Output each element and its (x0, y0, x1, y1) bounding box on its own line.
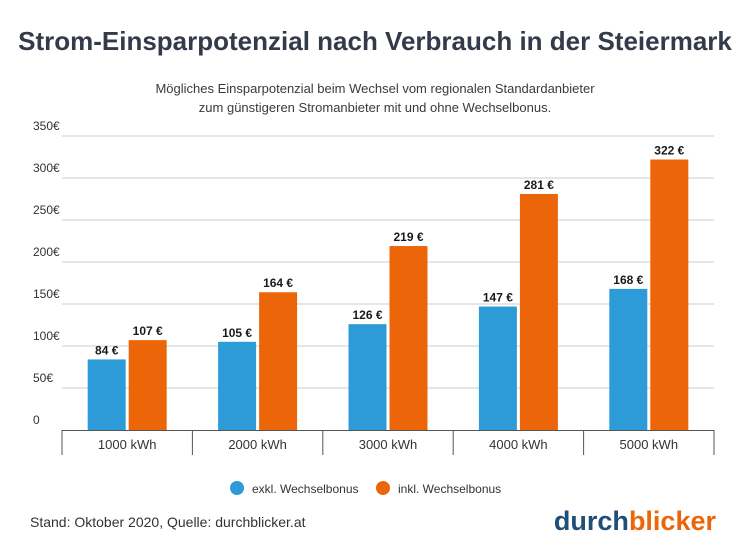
value-label: 126 € (352, 308, 382, 322)
logo-part-durch: durch (554, 506, 629, 536)
value-label: 322 € (654, 144, 684, 158)
bar-incl (128, 340, 167, 430)
value-label: 107 € (133, 324, 163, 338)
y-axis-ticks: 0 50€ 100€ 150€ 200€ 250€ 300€ 350€ (33, 119, 60, 427)
y-tick-label: 250€ (33, 203, 60, 217)
y-tick-label: 50€ (33, 371, 53, 385)
gridlines (62, 135, 714, 389)
chart-subtitle-line-1: Mögliches Einsparpotenzial beim Wechsel … (155, 81, 595, 96)
legend: exkl. Wechselbonus inkl. Wechselbonus (230, 481, 501, 496)
value-label: 84 € (95, 343, 119, 357)
source-note: Stand: Oktober 2020, Quelle: durchblicke… (30, 514, 306, 530)
y-tick-label: 350€ (33, 119, 60, 133)
bar-incl (389, 246, 428, 430)
bar-excl (348, 324, 387, 430)
y-tick-label: 200€ (33, 245, 60, 259)
x-axis: 1000 kWh 2000 kWh 3000 kWh 4000 kWh 5000 kWh (61, 430, 715, 455)
value-label: 105 € (222, 326, 252, 340)
x-tick-label: 2000 kWh (228, 437, 287, 452)
logo-part-blicker: blicker (629, 506, 717, 536)
y-tick-label: 300€ (33, 161, 60, 175)
bar-excl (218, 341, 257, 430)
y-tick-label: 150€ (33, 287, 60, 301)
bar-incl (259, 292, 298, 430)
bar-excl (87, 359, 126, 430)
value-label: 168 € (613, 273, 643, 287)
legend-label: exkl. Wechselbonus (252, 482, 359, 496)
bars (87, 159, 689, 430)
value-label: 219 € (393, 230, 423, 244)
x-tick-label: 1000 kWh (98, 437, 157, 452)
value-label: 147 € (483, 291, 513, 305)
x-tick-label: 5000 kWh (620, 437, 679, 452)
x-tick-label: 3000 kWh (359, 437, 418, 452)
y-tick-label: 0 (33, 413, 40, 427)
y-tick-label: 100€ (33, 329, 60, 343)
value-label: 164 € (263, 276, 293, 290)
x-tick-label: 4000 kWh (489, 437, 548, 452)
bar-excl (478, 306, 517, 430)
chart-title: Strom-Einsparpotenzial nach Verbrauch in… (18, 26, 732, 56)
bar-incl (519, 193, 558, 430)
value-label: 281 € (524, 178, 554, 192)
chart-subtitle-line-2: zum günstigeren Stromanbieter mit und oh… (199, 100, 551, 115)
value-labels: 84 € 107 € 105 € 164 € 126 € 219 € 147 € 281 € 1… (95, 144, 685, 358)
bar-excl (609, 288, 648, 430)
legend-marker (230, 481, 244, 495)
legend-label: inkl. Wechselbonus (398, 482, 501, 496)
bar-incl (650, 159, 689, 430)
brand-logo: durchblicker (554, 506, 717, 536)
legend-marker (376, 481, 390, 495)
